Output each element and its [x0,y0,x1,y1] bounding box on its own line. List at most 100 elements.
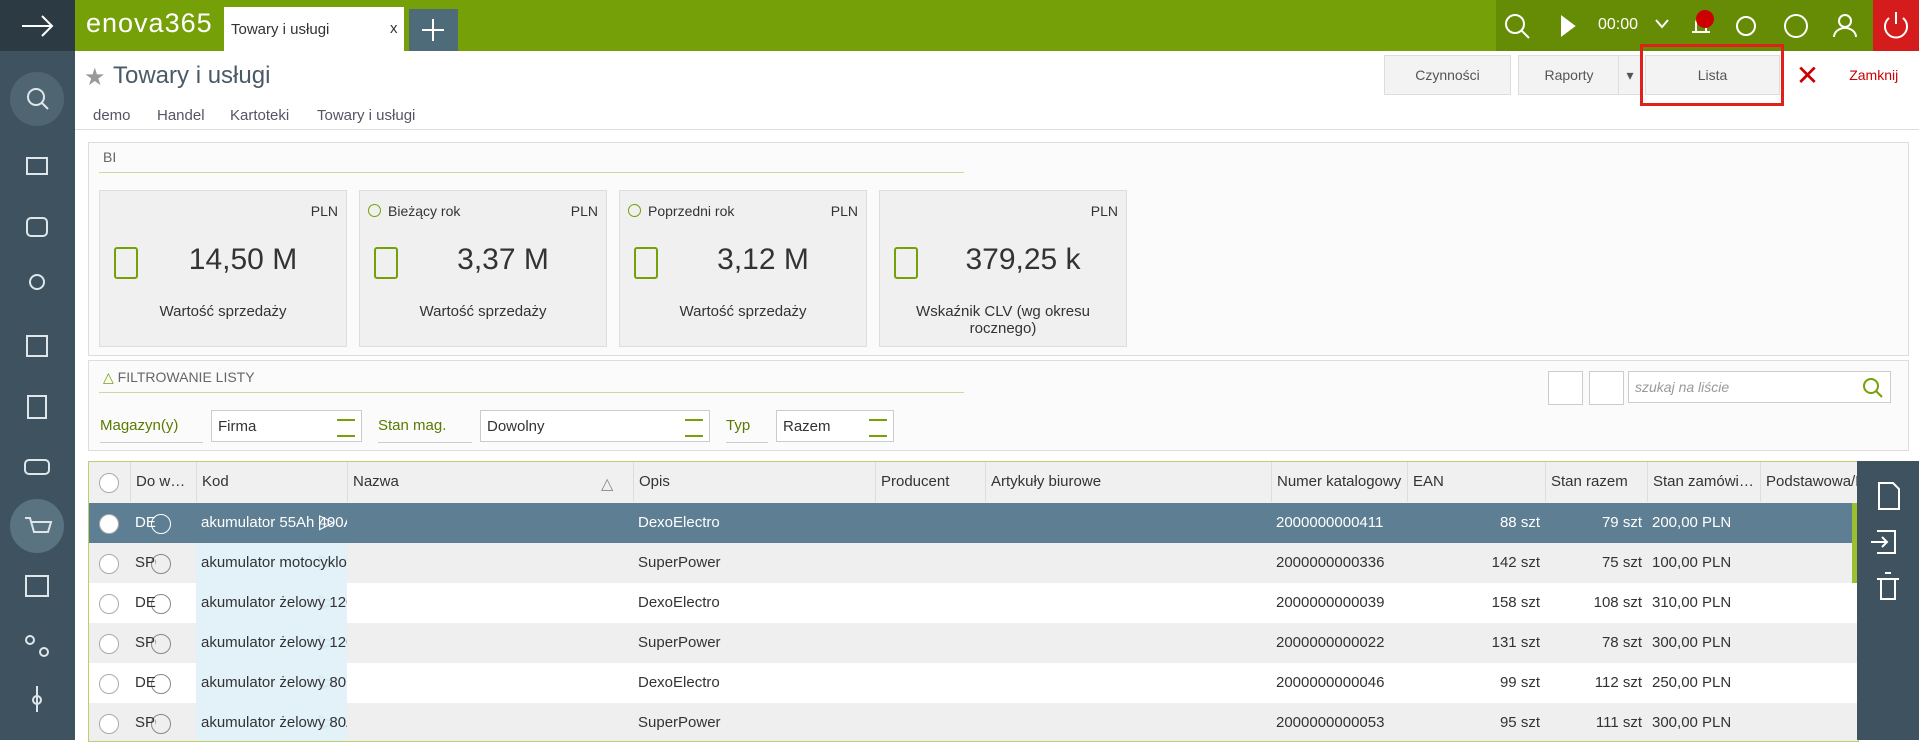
row-checkbox[interactable] [99,714,119,734]
filter-title-text: FILTROWANIE LISTY [118,369,255,385]
cell: SuperPower [633,703,875,742]
kpi-card: PLN 14,50 M Wartość sprzedaży [99,190,347,347]
cell: DE002 [130,663,156,703]
breadcrumb: Towary i usługi [317,107,415,124]
cell: 2000000000039 [1271,583,1407,623]
column-header[interactable]: Nazwa [347,462,633,502]
cell: 112 szt [1545,663,1647,703]
currency: PLN [831,203,858,219]
button-label: Czynności [1415,67,1480,83]
kpi-value: 14,50 M [140,243,346,277]
grid-actions [1857,461,1919,740]
cell: 108 szt [1545,583,1647,623]
breadcrumb[interactable]: demo [93,107,131,124]
cell: 2000000000053 [1271,703,1407,742]
filter-input[interactable]: Firma [211,410,362,442]
currency: PLN [1091,203,1118,219]
bi-title: BI [103,149,116,165]
kpi-label: Wartość sprzedaży [120,303,326,320]
kpi-icon [374,247,398,279]
row-checkbox[interactable] [99,634,119,654]
cell: 75 szt [1545,543,1647,583]
button-label: Zamknij [1849,67,1898,83]
filter-title[interactable]: △ FILTROWANIE LISTY [103,369,255,386]
filter-label: Stan mag. [378,410,472,443]
row-checkbox[interactable] [99,674,119,694]
kpi-icon [114,247,138,279]
column-header[interactable]: Opis [633,462,875,502]
button-label: Raporty [1544,67,1593,83]
button[interactable]: Raporty [1518,55,1620,95]
list-icon [685,419,703,437]
column-header[interactable]: Artykuły biurowe [985,462,1271,502]
cell: SP001 [130,623,156,663]
currency: PLN [571,203,598,219]
tool-button[interactable] [1589,371,1624,405]
list-icon [869,419,887,437]
kpi-icon [634,247,658,279]
cell: DexoElectro [633,503,875,543]
tab-close[interactable]: x [390,20,398,37]
cell: 95 szt [1407,703,1545,742]
tool-button[interactable] [1548,371,1583,405]
clock-icon [368,204,381,217]
breadcrumb[interactable]: Kartoteki [230,107,289,124]
cell: 99 szt [1407,663,1545,703]
search-input[interactable]: szukaj na liście [1628,371,1891,403]
cell: DE001 [130,583,156,623]
cell: akumulator żelowy 120 Ah 700A SuperPower [196,623,347,663]
column-header[interactable]: Do wy… [130,462,196,502]
kpi-value: 3,12 M [660,243,866,277]
filter-input[interactable]: Razem [776,410,894,442]
button[interactable]: ✕ Zamknij [1785,55,1909,95]
divider [75,129,1919,130]
cell: akumulator 55Ah 400A DexoElectro [196,503,347,543]
kpi-icon [894,247,918,279]
cell: SP002 [130,703,156,742]
row-checkbox[interactable] [99,514,119,534]
filter-input[interactable]: Dowolny [480,410,710,442]
column-header[interactable]: EAN [1407,462,1545,502]
cell: 2000000000022 [1271,623,1407,663]
button[interactable]: Czynności [1384,55,1511,95]
cell: 310,00 PLN [1647,583,1760,623]
period: Bieżący rok [388,203,460,219]
row-checkbox[interactable] [99,594,119,614]
favorite-star[interactable]: ★ [84,63,106,92]
kpi-card: PLNBieżący rok3,37 MWartość sprzedaży [359,190,607,347]
cell: 2000000000336 [1271,543,1407,583]
column-header[interactable]: Podstawowa/N [1760,462,1859,502]
cell: 2000000000046 [1271,663,1407,703]
time[interactable]: 00:00 [1598,16,1638,34]
cell: SuperPower [633,543,875,583]
column-header[interactable]: Numer katalogowy [1271,462,1407,502]
cell: 300,00 PLN [1647,623,1760,663]
tab[interactable]: Towary i usługix [224,7,404,51]
currency: PLN [311,203,338,219]
kpi-card: PLN379,25 kWskaźnik CLV (wg okresu roczn… [879,190,1127,347]
cell: SP003 [130,543,156,583]
divider [99,172,964,173]
cell: 142 szt [1407,543,1545,583]
search-placeholder: szukaj na liście [1635,379,1729,395]
cell: 79 szt [1545,503,1647,543]
cell: 158 szt [1407,583,1545,623]
cell: 78 szt [1545,623,1647,663]
close-icon: ✕ [1796,59,1819,92]
cell: 200,00 PLN [1647,503,1760,543]
cell: akumulator żelowy 120 Ah 700A DexoElectr… [196,583,347,623]
row-checkbox[interactable] [99,473,119,493]
dropdown[interactable]: ▾ [1618,55,1642,95]
add-tab[interactable] [409,9,458,51]
row-checkbox[interactable] [99,554,119,574]
sidebar-icons [0,0,75,740]
column-header[interactable]: Stan zamówień [1647,462,1760,502]
menu-toggle[interactable] [0,0,75,51]
column-header[interactable]: Kod [196,462,347,502]
breadcrumb[interactable]: Handel [157,107,205,124]
column-header[interactable]: Producent [875,462,985,502]
column-header[interactable]: Stan razem [1545,462,1647,502]
clock-icon [628,204,641,217]
cell: akumulator motocyklowy 10Ah 120A SuperPo… [196,543,347,583]
cell: DexoElectro [633,663,875,703]
